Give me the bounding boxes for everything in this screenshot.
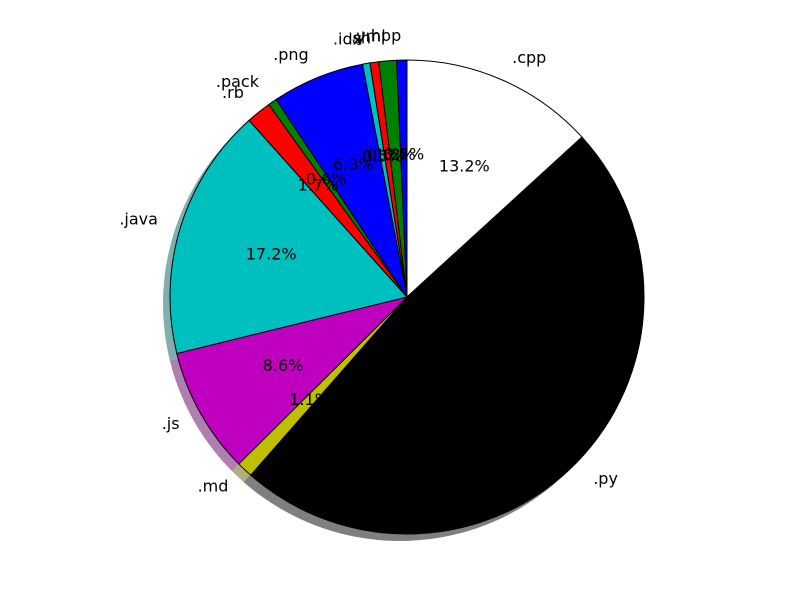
slice-label-png: .png xyxy=(273,45,309,64)
slice-percent-hpp: 0.7% xyxy=(384,144,425,163)
pie-slices xyxy=(169,59,645,535)
slice-percent-cpp: 13.2% xyxy=(439,156,490,175)
pie-labels: .cpp .py .md .js .java .rb.pack .png .idx.sh.ym… xyxy=(119,26,618,496)
slice-label-rb: .rb xyxy=(222,83,244,102)
slice-percent-yml: 1.2% xyxy=(375,145,416,164)
slice-percent-sh: 0.6% xyxy=(367,146,408,165)
slice-label-cpp: .cpp xyxy=(512,48,546,67)
slice-label-sh: .sh xyxy=(347,28,371,47)
slice-js xyxy=(176,296,408,465)
slice-percent-py: 48.2% xyxy=(483,386,534,405)
slice-label-pack: .pack xyxy=(216,72,260,91)
slice-percent-js: 8.6% xyxy=(263,356,304,375)
slice-percent-md: 1.1% xyxy=(289,390,330,409)
slice-percent-png: 6.3% xyxy=(333,155,374,174)
slice-label-md: .md xyxy=(198,476,229,495)
slice-cpp xyxy=(406,59,583,298)
slice-label-yml: .yml xyxy=(351,27,386,46)
slice-label-py: .py xyxy=(593,469,618,488)
slice-label-idx: .idx xyxy=(333,30,362,49)
slice-label-java: .java xyxy=(119,209,158,228)
slice-label-js: .js xyxy=(162,414,180,433)
slice-hpp xyxy=(396,59,408,298)
slice-label-hpp: .hpp xyxy=(366,26,402,45)
slice-percent-java: 17.2% xyxy=(246,244,297,263)
slice-percent-idx: 0.5% xyxy=(362,146,403,165)
slice-java xyxy=(169,119,408,354)
slice-percent-rb: 1.7% xyxy=(298,176,339,195)
slice-percent-pack: 0.6% xyxy=(306,169,347,188)
pie-percent-labels: 13.2%48.2%1.1%8.6%17.2%1.7%0.6%6.3%0.5%0… xyxy=(246,144,534,409)
slice-py xyxy=(250,136,645,535)
